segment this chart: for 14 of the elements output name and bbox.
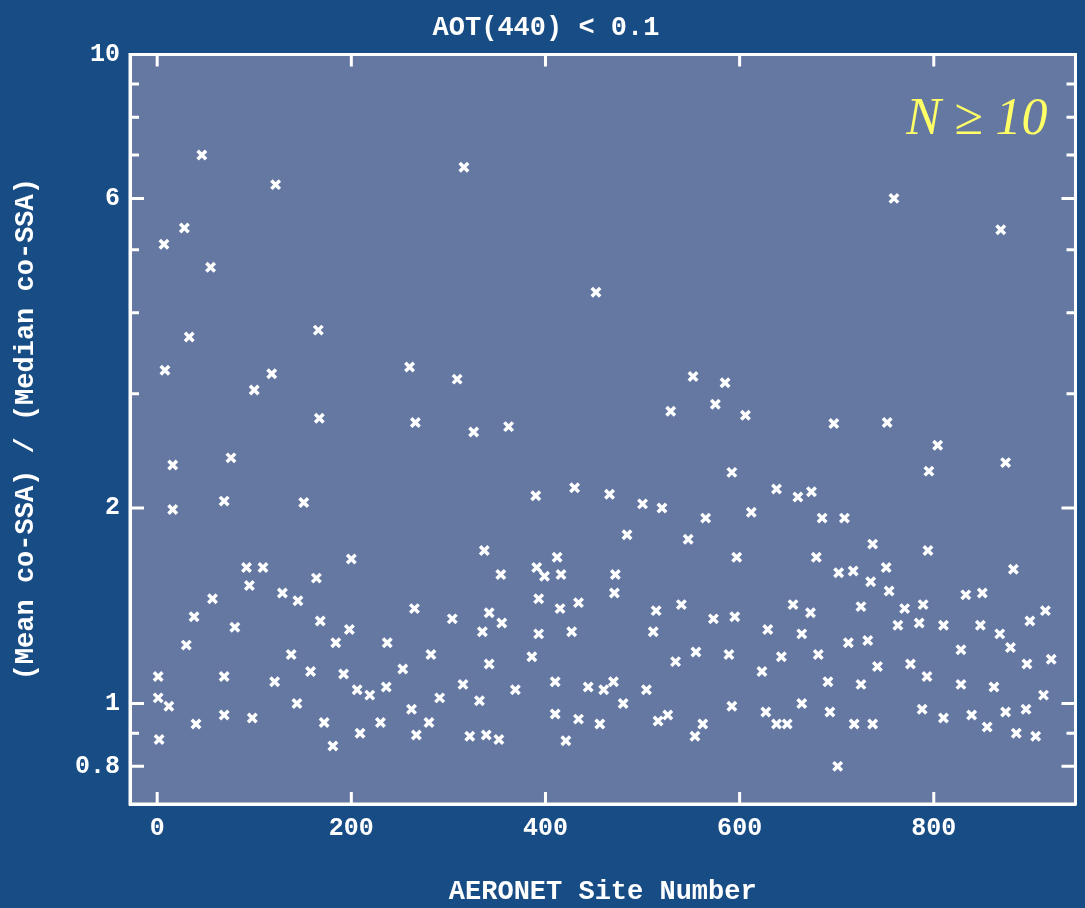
- x-tick-label: 800: [911, 814, 957, 844]
- y-tick-label: 1: [104, 688, 120, 718]
- y-tick-label: 2: [104, 493, 120, 523]
- x-axis-title: AERONET Site Number: [448, 876, 757, 907]
- chart-title: AOT(440) < 0.1: [432, 13, 660, 43]
- annotation: N ≥ 10: [905, 88, 1048, 146]
- x-tick-label: 600: [717, 814, 763, 844]
- y-axis-title: (Mean co-SSA) / (Median co-SSA): [11, 178, 41, 681]
- y-tick-label: 6: [104, 183, 120, 213]
- y-tick-label: 10: [89, 39, 120, 69]
- y-tick-label: 0.8: [74, 751, 120, 781]
- x-tick-label: 200: [328, 814, 374, 844]
- x-tick-label: 0: [149, 814, 165, 844]
- x-tick-label: 400: [522, 814, 568, 844]
